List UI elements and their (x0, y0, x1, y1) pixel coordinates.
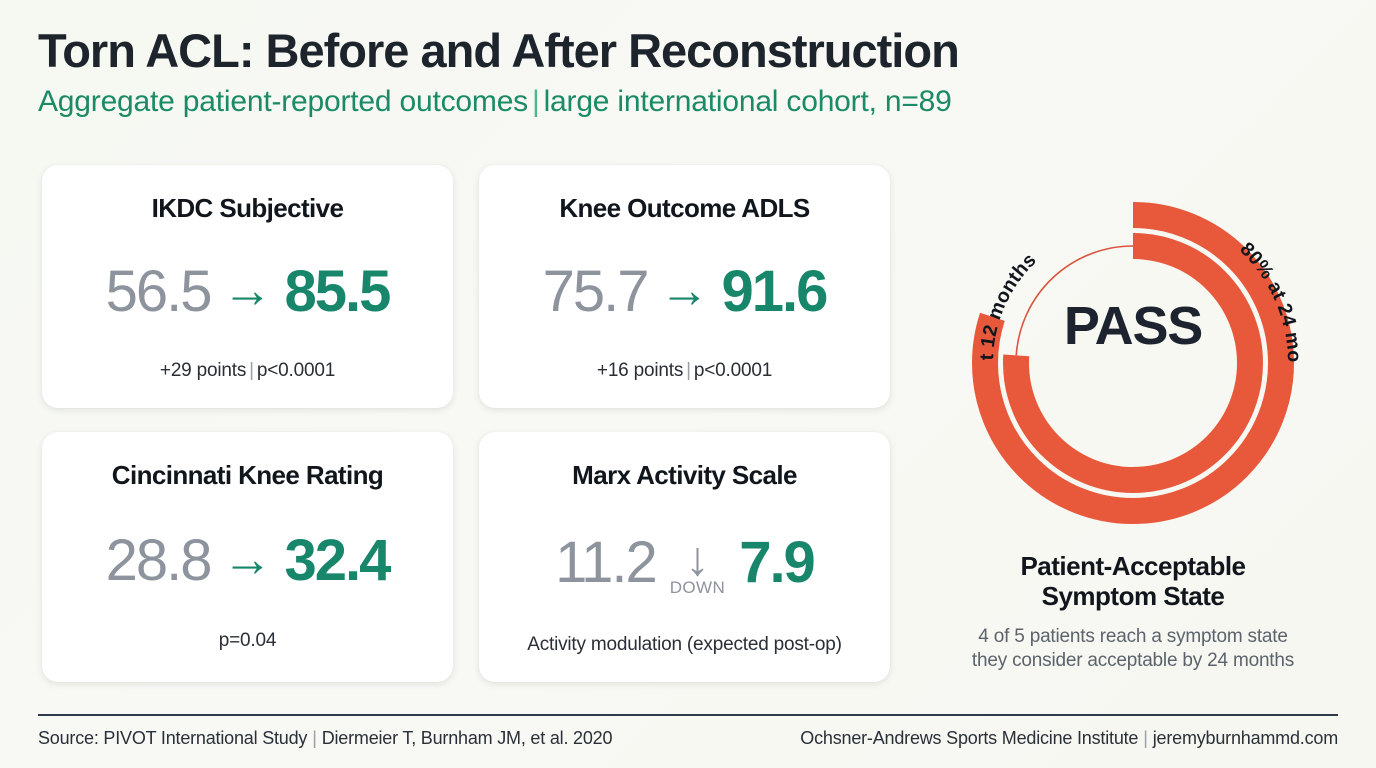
metric-card-knee-outcome-adls: Knee Outcome ADLS 75.7 → 91.6 +16 points… (479, 165, 890, 408)
page-title: Torn ACL: Before and After Reconstructio… (38, 24, 960, 77)
value-after: 32.4 (284, 527, 392, 593)
card-footnote: Activity modulation (expected post-op) (527, 634, 842, 656)
card-footnote-left: +16 points (596, 360, 684, 381)
metric-card-ikdc: IKDC Subjective 56.5 → 85.5 +29 points | p… (42, 165, 453, 408)
arrow-right-icon: → (222, 262, 273, 318)
card-title: Cincinnati Knee Rating (111, 460, 384, 490)
card-footnote-right: p=0.04 (218, 630, 277, 651)
card-footnote-left: +29 points (159, 360, 247, 381)
outer-ring-arc-80 (972, 202, 1294, 524)
pass-donut-chart: 80% at 24 months 76% at 12 months (918, 163, 1305, 524)
card-values: 75.7 → 91.6 (479, 224, 890, 360)
donut-caption: 4 of 5 patients reach a symptom state th… (918, 625, 1348, 674)
footer-divider (38, 714, 1338, 716)
value-after: 7.9 (739, 529, 816, 595)
card-footnote-right: p<0.0001 (256, 360, 336, 381)
value-after: 91.6 (721, 259, 829, 324)
donut-center-label: PASS (1063, 296, 1203, 356)
donut-title-line2: Symptom State (1041, 581, 1225, 612)
value-before: 28.8 (105, 527, 213, 593)
inner-ring-track-remainder (1015, 245, 1251, 481)
card-title: Marx Activity Scale (572, 460, 797, 490)
arrow-down-icon: ↓ (685, 532, 710, 586)
footer: Source: PIVOT International Study | Dierme… (38, 728, 1338, 749)
pass-donut-panel: 80% at 24 months 76% at 12 months PASS P… (918, 163, 1348, 683)
value-before: 56.5 (105, 259, 213, 324)
value-before: 75.7 (542, 259, 650, 324)
footer-right-separator: | (1143, 728, 1148, 748)
footer-left-separator: | (312, 728, 317, 748)
card-values: 28.8 → 32.4 (42, 491, 453, 630)
header: Torn ACL: Before and After Reconstructio… (38, 24, 1338, 120)
arrow-right-icon: → (222, 530, 273, 587)
donut-title-line1: Patient-Acceptable (1020, 551, 1246, 581)
subtitle-left: Aggregate patient-reported outcomes (38, 84, 528, 118)
card-footnote-separator: | (249, 360, 254, 381)
footer-attribution: Ochsner-Andrews Sports Medicine Institut… (800, 728, 1338, 749)
donut-caption-line2: they consider acceptable by 24 months (971, 650, 1295, 672)
footer-source-citation: Diermeier T, Burnham JM, et al. 2020 (321, 728, 613, 748)
metric-card-marx-activity-scale: Marx Activity Scale 11.2 ↓ DOWN 7.9 Acti… (479, 432, 890, 682)
footer-source: Source: PIVOT International Study | Dierme… (38, 728, 612, 749)
card-footnote-separator: | (686, 360, 691, 381)
metric-card-cincinnati-knee-rating: Cincinnati Knee Rating 28.8 → 32.4 p=0.0… (42, 432, 453, 682)
arrow-down-label: DOWN (669, 578, 726, 598)
inner-ring-arc-76 (1003, 233, 1263, 493)
donut-title: Patient-Acceptable Symptom State (918, 551, 1348, 611)
footer-website[interactable]: jeremyburnhammd.com (1152, 728, 1338, 748)
inner-ring-group (1003, 233, 1263, 493)
footer-source-study: Source: PIVOT International Study (38, 728, 308, 748)
card-title: Knee Outcome ADLS (559, 193, 810, 223)
value-after: 85.5 (284, 259, 392, 324)
card-footnote-right: Activity modulation (expected post-op) (527, 634, 842, 655)
arrow-right-icon: → (659, 262, 710, 318)
subtitle-right: large international cohort, n=89 (543, 84, 952, 118)
card-footnote: p=0.04 (218, 630, 277, 652)
outer-ring-group (972, 202, 1294, 524)
card-footnote: +16 points | p<0.0001 (597, 360, 772, 382)
donut-caption-line1: 4 of 5 patients reach a symptom state (978, 626, 1288, 647)
arrow-down-group: ↓ DOWN (666, 532, 729, 598)
subtitle-separator: | (531, 84, 540, 118)
footer-institute: Ochsner-Andrews Sports Medicine Institut… (800, 728, 1139, 748)
card-footnote-right: p<0.0001 (693, 360, 773, 381)
value-before: 11.2 (555, 529, 658, 595)
card-title: IKDC Subjective (151, 193, 344, 223)
card-footnote: +29 points | p<0.0001 (160, 360, 335, 382)
card-values: 56.5 → 85.5 (42, 224, 453, 360)
card-values: 11.2 ↓ DOWN 7.9 (479, 491, 890, 634)
page-subtitle: Aggregate patient-reported outcomes | larg… (38, 85, 1338, 120)
